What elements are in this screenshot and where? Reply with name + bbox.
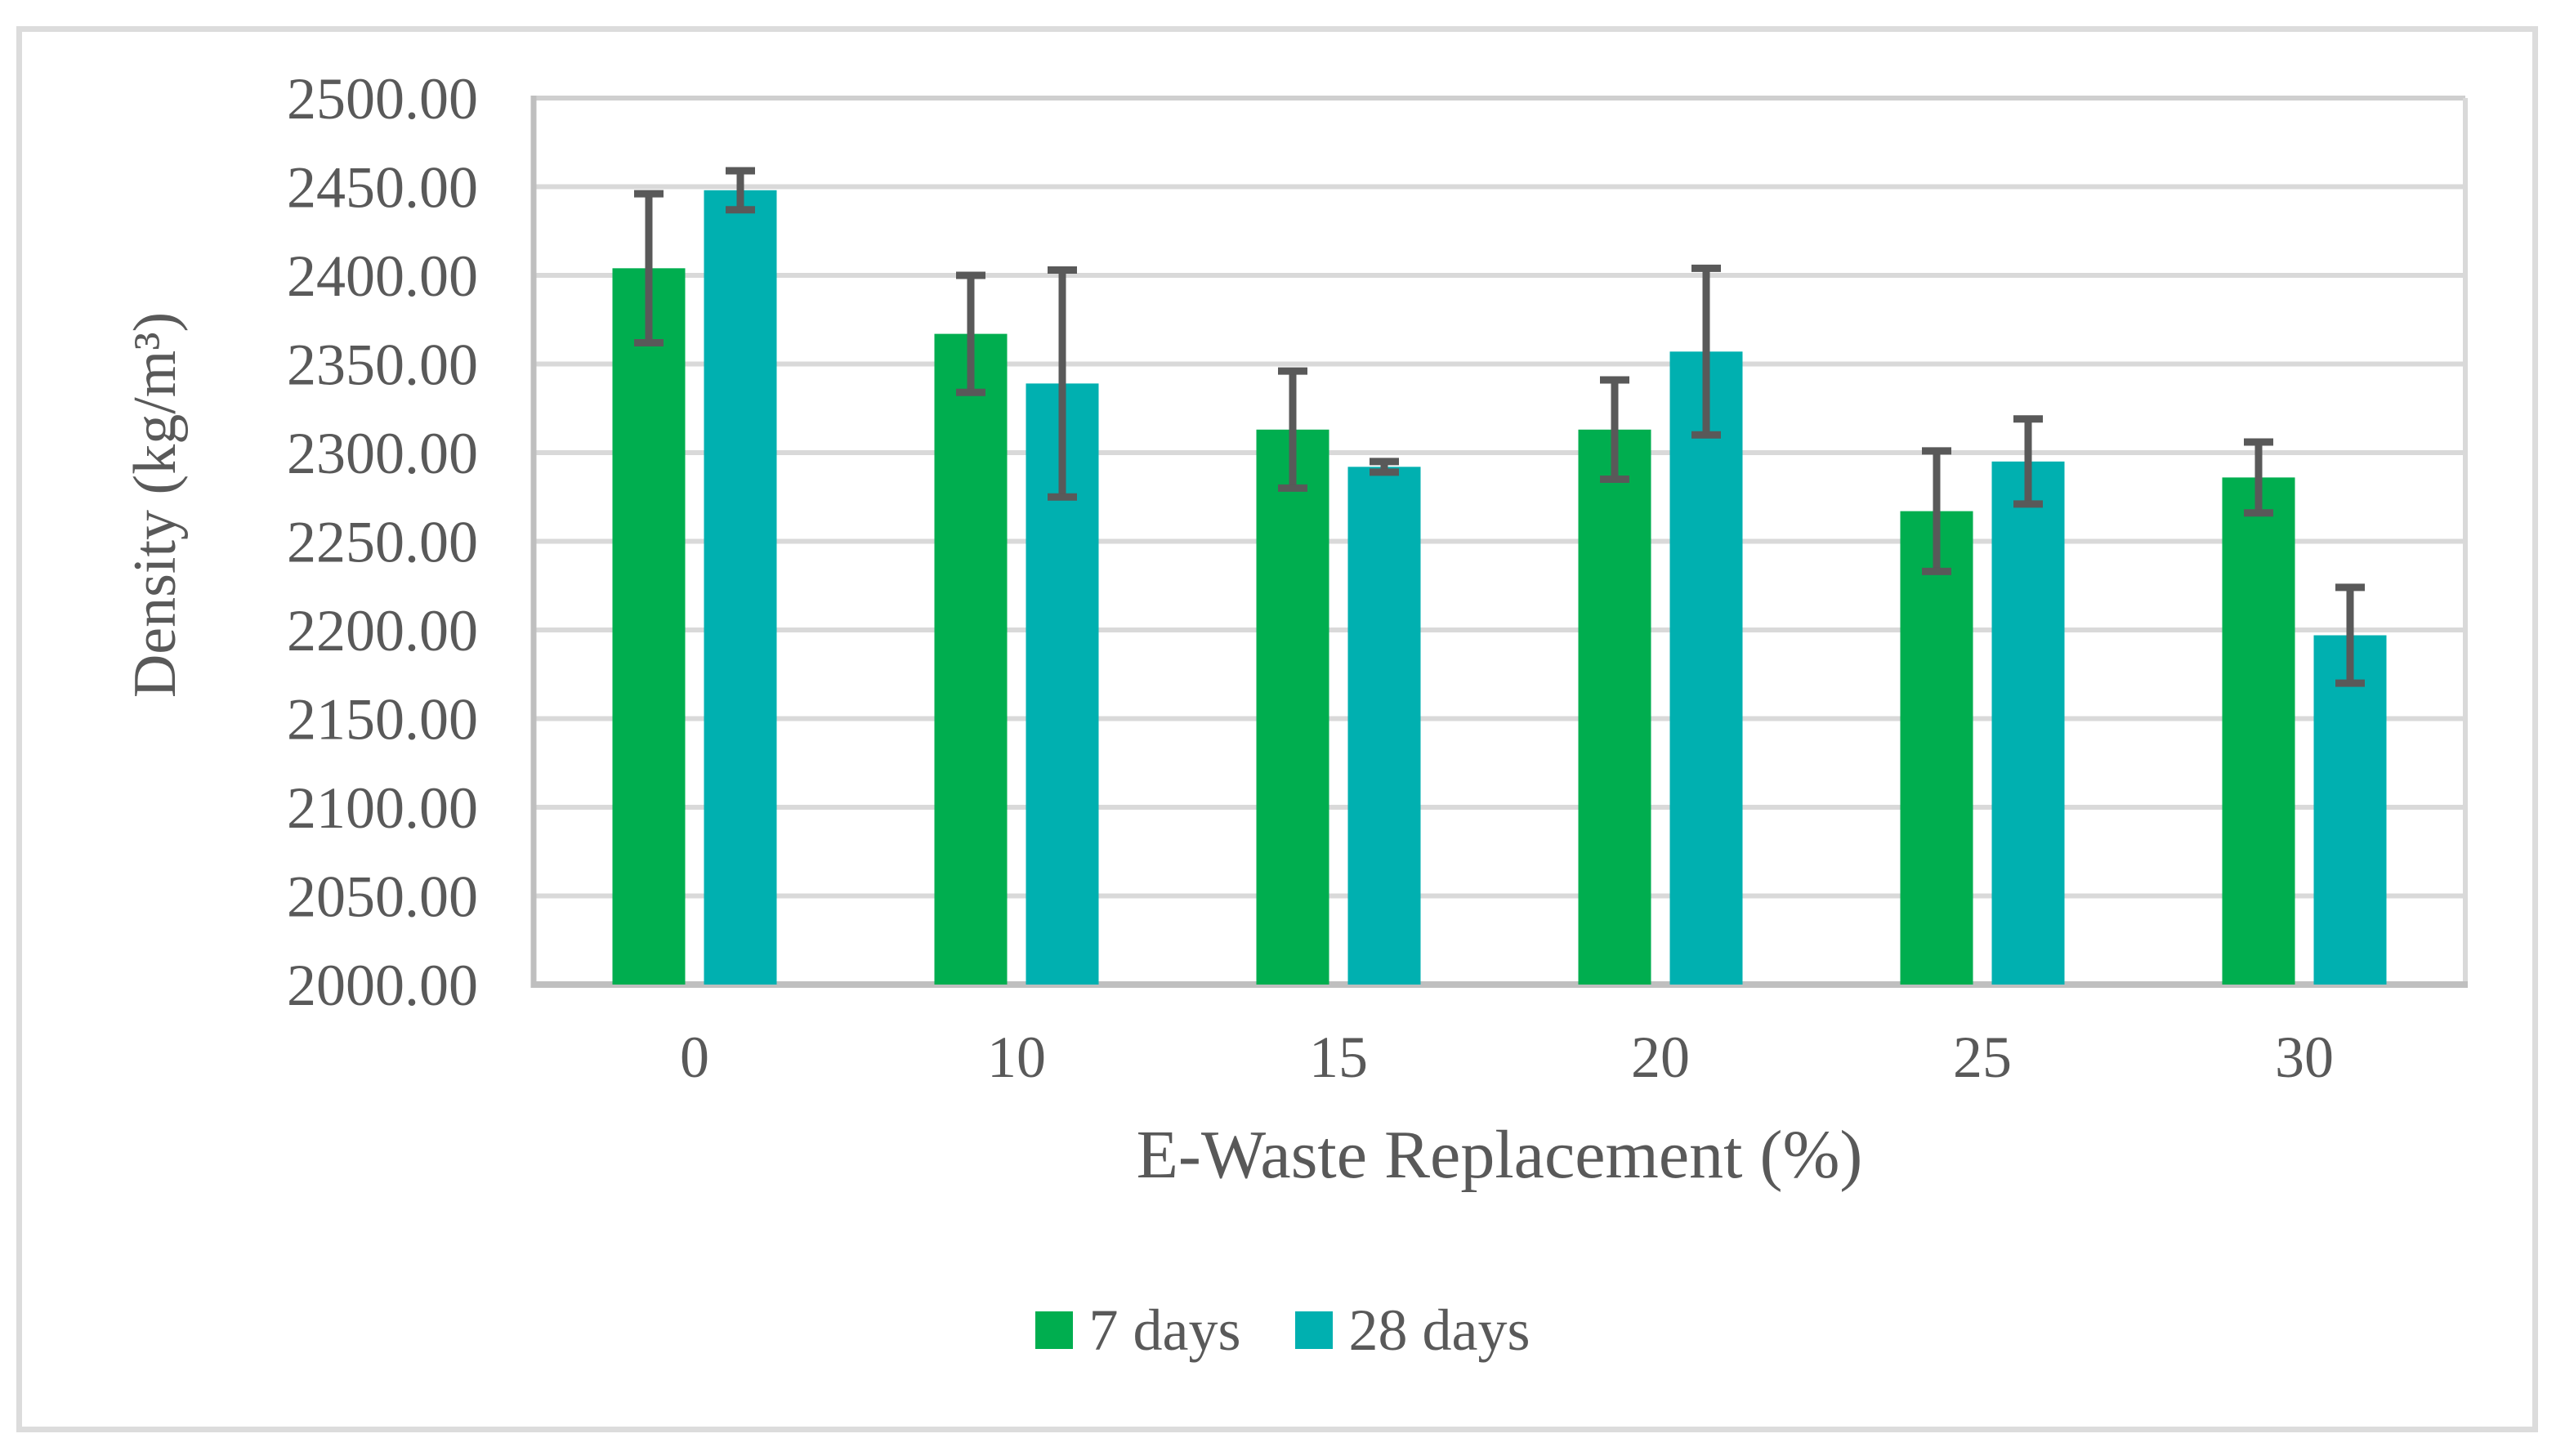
bar-28-days-15: [1347, 467, 1421, 985]
y-axis-title: Density (kg/m³): [122, 311, 189, 699]
bar-28-days-25: [1991, 461, 2065, 985]
y-tick-label: 2500.00: [287, 66, 478, 132]
y-tick-label: 2250.00: [287, 510, 478, 575]
x-tick-label: 15: [1309, 1025, 1368, 1090]
bar-28-days-30: [2313, 635, 2387, 985]
bar-7-days-25: [1900, 511, 1973, 985]
legend-item-7-days: 7 days: [1034, 1297, 1241, 1363]
y-tick-label: 2300.00: [287, 421, 478, 486]
y-tick-label: 2000.00: [287, 953, 478, 1018]
y-tick-label: 2200.00: [287, 598, 478, 663]
x-tick-label: 20: [1631, 1025, 1690, 1090]
y-tick-label: 2350.00: [287, 333, 478, 398]
x-tick-label: 10: [987, 1025, 1046, 1090]
legend-swatch-28-days: [1294, 1311, 1333, 1349]
bar-7-days-10: [934, 333, 1008, 985]
x-tick-label: 25: [1953, 1025, 2012, 1090]
y-tick-label: 2150.00: [287, 687, 478, 753]
bar-28-days-20: [1669, 351, 1743, 985]
legend-item-28-days: 28 days: [1294, 1297, 1531, 1363]
bar-7-days-0: [612, 268, 686, 985]
x-tick-label: 0: [680, 1025, 709, 1090]
figure-border: [16, 26, 2538, 1432]
y-tick-label: 2450.00: [287, 155, 478, 221]
legend-label: 7 days: [1088, 1297, 1241, 1363]
y-tick-label: 2400.00: [287, 243, 478, 309]
x-axis-title: E-Waste Replacement (%): [1136, 1117, 1863, 1193]
bar-7-days-20: [1578, 429, 1651, 985]
bar-7-days-15: [1256, 429, 1329, 985]
y-tick-label: 2100.00: [287, 775, 478, 841]
bar-7-days-30: [2222, 477, 2295, 985]
legend-label: 28 days: [1348, 1297, 1531, 1363]
legend-swatch-7-days: [1034, 1311, 1073, 1349]
x-tick-label: 30: [2275, 1025, 2334, 1090]
y-tick-label: 2050.00: [287, 864, 478, 930]
legend: 7 days 28 days: [0, 1301, 2565, 1360]
bar-28-days-0: [704, 190, 777, 985]
